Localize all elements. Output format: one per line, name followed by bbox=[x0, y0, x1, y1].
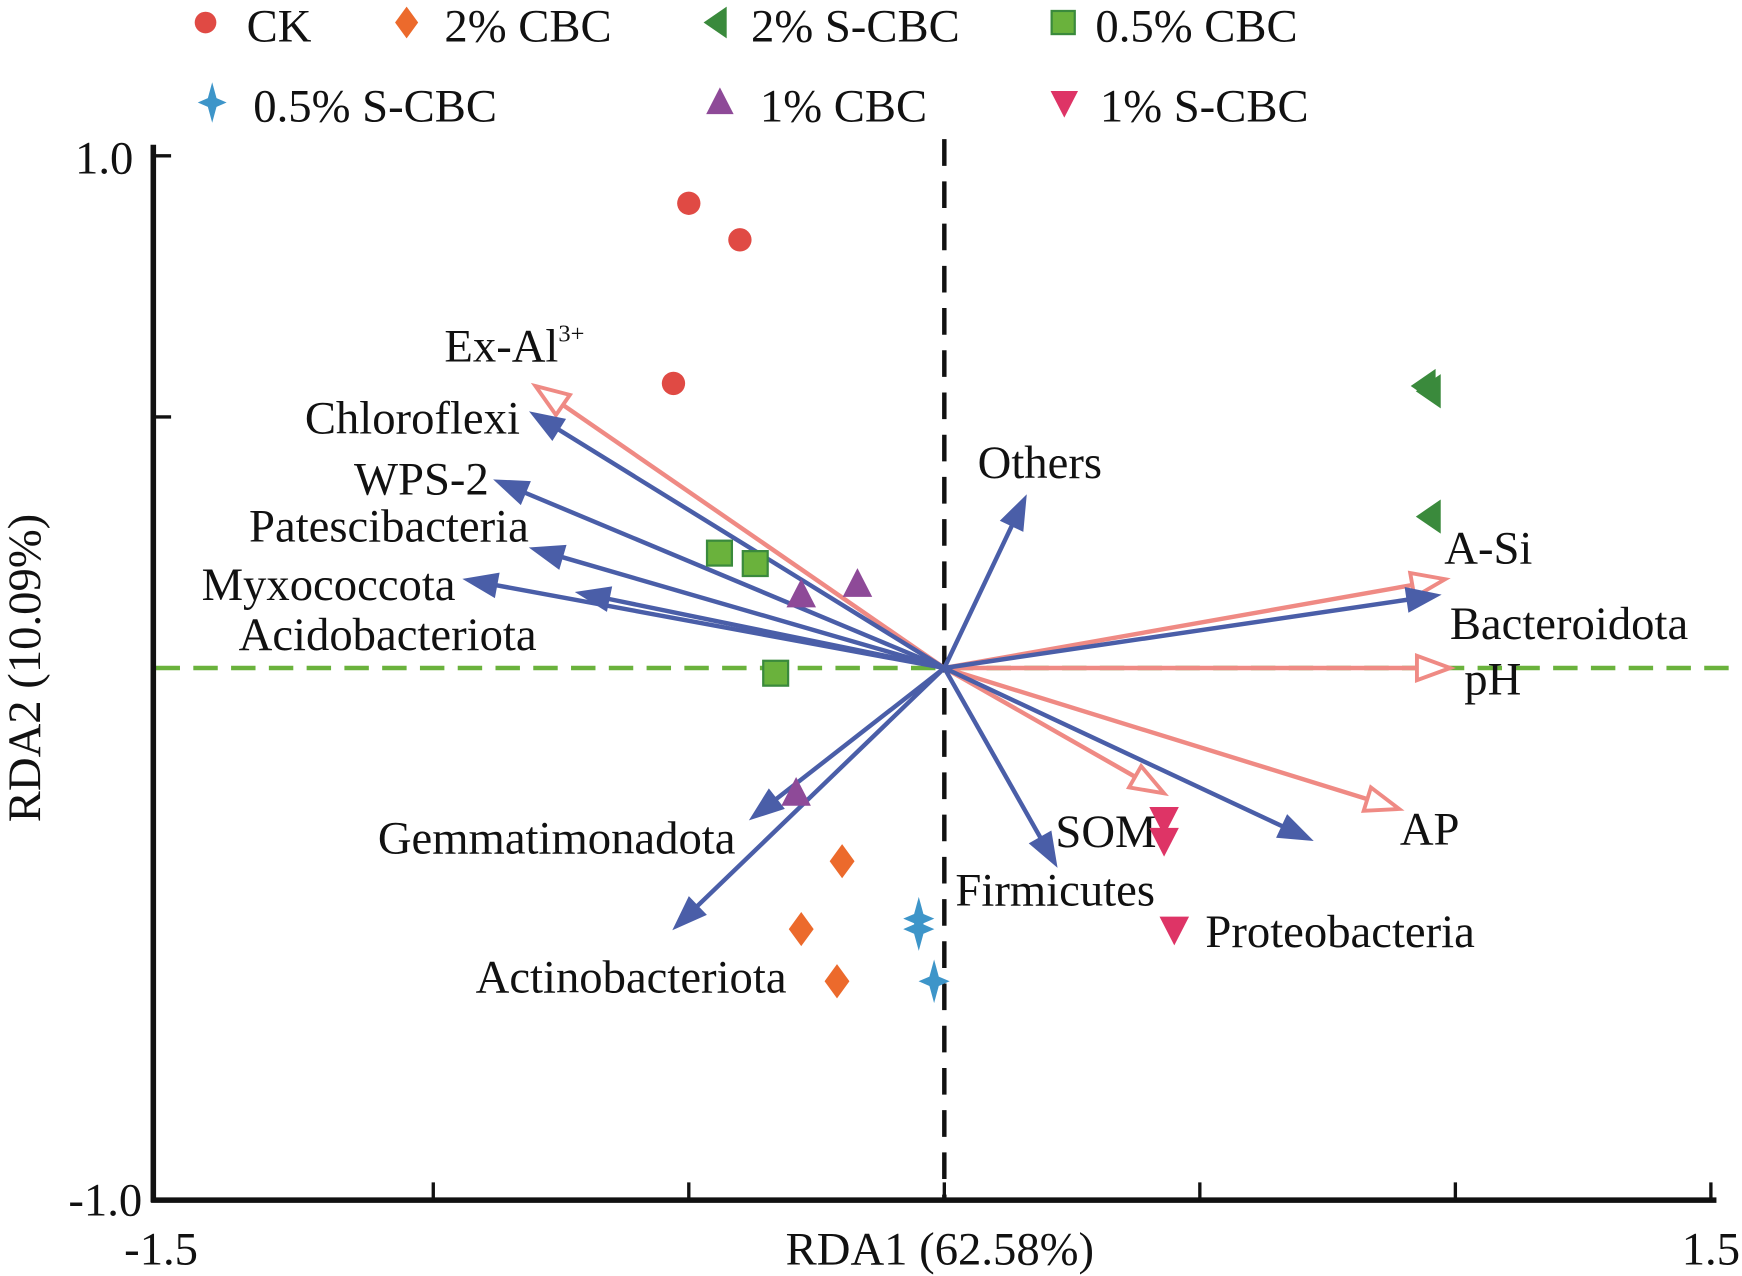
species-label: Proteobacteria bbox=[1205, 906, 1475, 958]
env-arrow-head bbox=[1125, 762, 1169, 797]
point-triangle-down bbox=[1149, 827, 1179, 857]
point-circle bbox=[728, 228, 752, 252]
point-square bbox=[762, 659, 790, 687]
legend-label: 0.5% CBC bbox=[1095, 0, 1297, 52]
species-arrow-head bbox=[999, 494, 1027, 532]
species-arrow-line bbox=[943, 665, 1284, 829]
species-label: Firmicutes bbox=[955, 865, 1155, 917]
species-arrow-head bbox=[1028, 830, 1058, 868]
legend-label: 1% CBC bbox=[760, 80, 927, 132]
x-axis-label: RDA1 (62.58%) bbox=[786, 1224, 1094, 1276]
point-triangle-down bbox=[1159, 916, 1190, 946]
env-arrow-line bbox=[943, 582, 1413, 671]
species-arrow-line bbox=[775, 666, 946, 801]
env-arrow-line bbox=[561, 403, 946, 670]
y-tick-label-bottom: -1.0 bbox=[68, 1175, 142, 1227]
env-label: pH bbox=[1464, 654, 1521, 706]
x-tick-label-right: 1.5 bbox=[1682, 1224, 1740, 1276]
species-arrow-head bbox=[1404, 586, 1442, 613]
species-arrow-head bbox=[1276, 814, 1314, 841]
species-arrow-head bbox=[672, 896, 707, 931]
legend-marker-triangle-left-icon bbox=[703, 6, 727, 39]
legend-marker-triangle-up-icon bbox=[706, 87, 734, 115]
legend-label: 1% S-CBC bbox=[1100, 80, 1309, 132]
species-label: Others bbox=[978, 437, 1102, 489]
point-star4 bbox=[903, 907, 935, 951]
species-arrow-line bbox=[561, 555, 945, 671]
legend-marker-triangle-down-icon bbox=[1050, 90, 1079, 118]
point-diamond bbox=[824, 964, 850, 999]
env-arrow-line bbox=[943, 665, 1368, 802]
axis-ticks bbox=[153, 154, 1713, 1201]
species-arrow-head bbox=[529, 411, 567, 442]
point-star4 bbox=[918, 959, 950, 1004]
species-arrow-line bbox=[942, 524, 1014, 669]
species-arrow-head bbox=[462, 572, 500, 599]
species-label: Gemmatimonadota bbox=[378, 813, 736, 865]
point-square bbox=[705, 539, 734, 567]
point-square bbox=[741, 550, 769, 578]
point-triangle-up bbox=[781, 776, 811, 806]
point-triangle-up bbox=[786, 578, 817, 608]
env-label: SOM bbox=[1055, 806, 1156, 858]
env-arrow-head bbox=[1414, 652, 1456, 684]
species-arrow-line bbox=[524, 490, 946, 671]
legend-label: 2% CBC bbox=[444, 0, 611, 52]
species-label: Acidobacteriota bbox=[239, 609, 537, 661]
y-tick-label-top: 1.0 bbox=[75, 133, 133, 185]
legend-marker-square-icon bbox=[1050, 9, 1076, 36]
point-triangle-left bbox=[1415, 374, 1441, 409]
legend-marker-star4-icon bbox=[197, 82, 227, 123]
env-label: A-Si bbox=[1444, 523, 1532, 575]
env-arrow-line bbox=[943, 666, 1137, 779]
species-label: Actinobacteriota bbox=[476, 951, 787, 1003]
species-arrow-line bbox=[608, 596, 945, 671]
env-arrow-head bbox=[1361, 784, 1405, 813]
species-arrow-head bbox=[493, 479, 531, 506]
legend-label: 2% S-CBC bbox=[751, 0, 960, 52]
point-circle bbox=[677, 191, 701, 215]
point-triangle-down bbox=[1149, 806, 1179, 836]
env-label: AP bbox=[1400, 804, 1460, 856]
point-circle bbox=[661, 371, 686, 396]
point-diamond bbox=[788, 911, 814, 947]
species-label: Myxococcota bbox=[202, 559, 456, 611]
point-triangle-left bbox=[1415, 499, 1441, 534]
species-arrow-head bbox=[574, 586, 613, 612]
env-arrow-head bbox=[530, 382, 574, 419]
species-arrow-line bbox=[695, 666, 946, 908]
x-tick-label-left: -1.5 bbox=[124, 1224, 198, 1276]
legend-marker-diamond-icon bbox=[395, 6, 419, 39]
sample-points bbox=[661, 191, 1441, 1004]
species-arrow-head bbox=[528, 544, 567, 570]
species-arrow-line bbox=[557, 427, 946, 670]
legend-label: 0.5% S-CBC bbox=[253, 80, 497, 132]
species-label: Chloroflexi bbox=[305, 393, 520, 445]
y-axis-label: RDA2 (10.09%) bbox=[0, 514, 51, 822]
point-diamond bbox=[829, 844, 855, 879]
species-label: Patescibacteria bbox=[249, 500, 529, 552]
env-label: Ex-Al3+ bbox=[444, 320, 584, 372]
species-label: Bacteroidota bbox=[1450, 598, 1689, 650]
species-arrow-head bbox=[748, 788, 785, 821]
legend-marker-circle-icon bbox=[194, 11, 217, 34]
legend-label: CK bbox=[247, 0, 312, 52]
point-triangle-up bbox=[842, 568, 873, 597]
species-label: WPS-2 bbox=[354, 454, 489, 506]
species-arrow-line bbox=[942, 666, 1043, 839]
species-arrow-line bbox=[943, 597, 1408, 671]
legend: CK 2% CBC 2% S-CBC 0.5% CBC 0.5% S-CBC 1% CBC… bbox=[194, 0, 1309, 132]
